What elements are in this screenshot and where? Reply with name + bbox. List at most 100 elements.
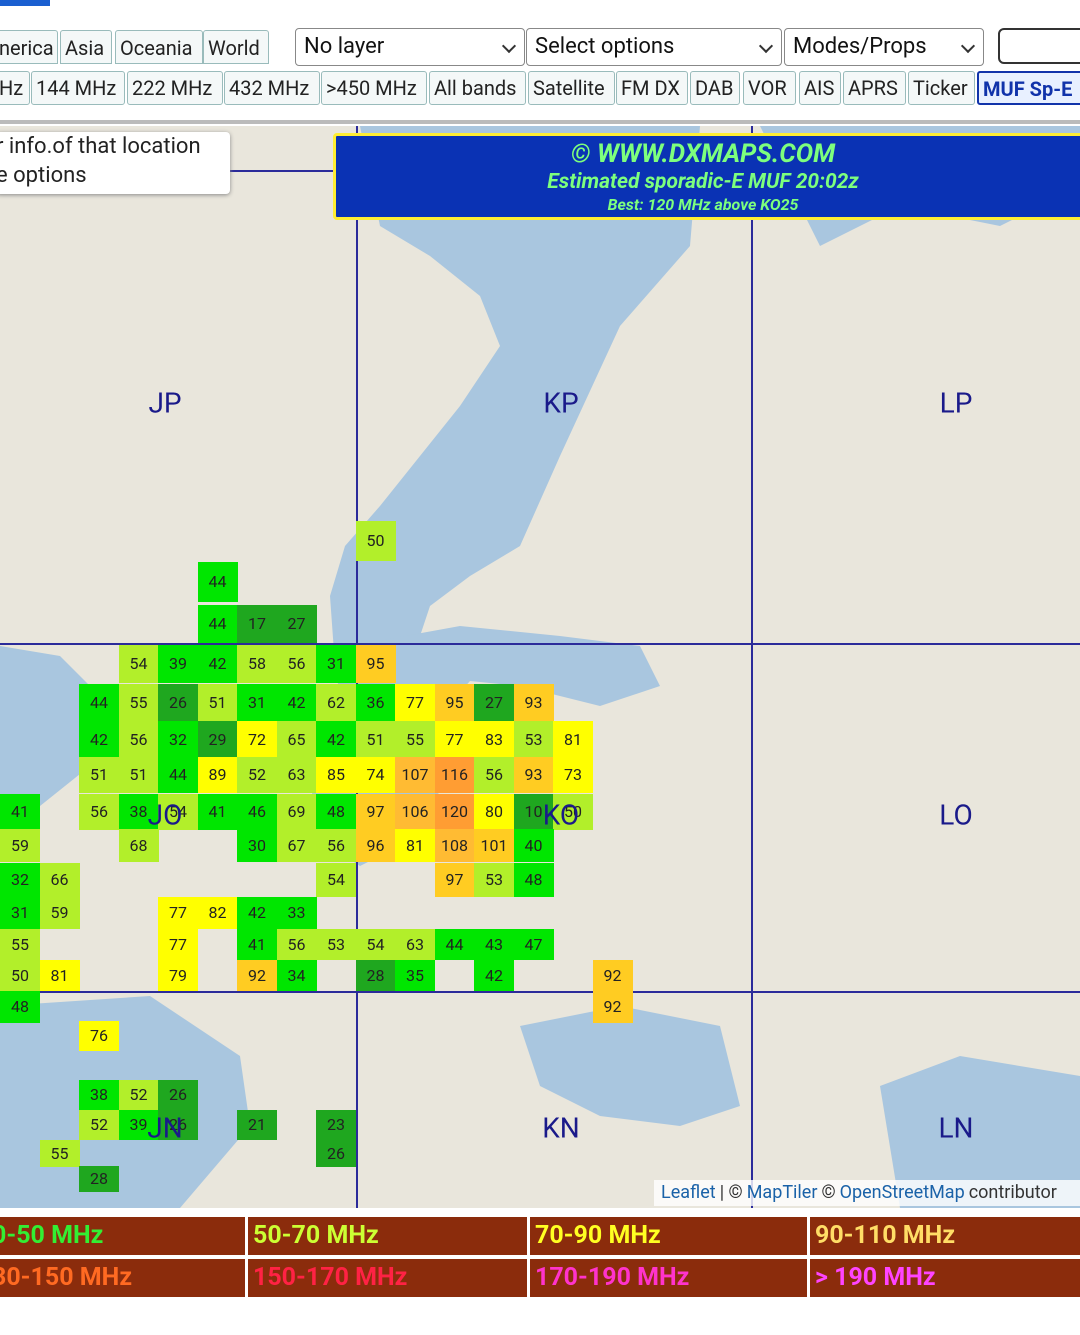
muf-cell[interactable]: 74 [355,757,396,793]
muf-cell[interactable]: 44 [158,757,198,793]
muf-cell[interactable]: 46 [237,794,277,830]
muf-cell[interactable]: 41 [197,794,238,830]
muf-cell[interactable]: 50 [355,521,396,561]
muf-cell[interactable]: 53 [474,863,514,897]
muf-cell[interactable]: 28 [355,959,396,991]
muf-cell[interactable]: 55 [118,683,159,721]
muf-cell[interactable]: 54 [118,645,159,683]
band-tab[interactable]: Ticker [908,71,975,105]
muf-cell[interactable]: 69 [276,794,317,830]
muf-cell[interactable]: 77 [434,720,475,758]
muf-cell[interactable]: 38 [79,1080,119,1110]
muf-cell[interactable]: 42 [197,645,238,683]
muf-cell[interactable]: 95 [434,683,475,721]
muf-cell[interactable]: 73 [553,757,593,793]
select[interactable]: Modes/Props [784,28,984,66]
muf-cell[interactable]: 97 [355,794,396,830]
muf-cell[interactable]: 97 [434,863,475,897]
muf-cell[interactable]: 52 [79,1110,119,1140]
attribution-text[interactable]: MapTiler [746,1182,818,1203]
muf-cell[interactable]: 47 [513,928,554,960]
muf-cell[interactable]: 27 [474,683,514,721]
muf-cell[interactable]: 93 [513,683,554,721]
region-tab[interactable]: nerica [0,30,58,64]
muf-cell[interactable]: 80 [474,794,514,830]
muf-cell[interactable]: 65 [276,720,317,758]
select[interactable]: No layer [295,28,525,66]
muf-cell[interactable]: 77 [158,897,198,929]
muf-cell[interactable]: 79 [158,959,198,991]
band-tab[interactable]: APRS [843,71,906,105]
muf-cell[interactable]: 28 [79,1166,119,1192]
muf-cell[interactable]: 44 [197,605,238,643]
muf-cell[interactable]: 95 [355,645,396,683]
muf-cell[interactable]: 51 [79,757,119,793]
band-tab[interactable]: DAB [690,71,740,105]
muf-cell[interactable]: 81 [395,828,435,862]
muf-cell[interactable]: 62 [316,683,356,721]
muf-cell[interactable]: 76 [79,1021,119,1051]
muf-cell[interactable]: 101 [474,828,514,862]
muf-cell[interactable]: 59 [39,897,80,929]
band-tab[interactable]: 222 MHz [127,71,223,105]
muf-cell[interactable]: 120 [434,794,475,830]
muf-cell[interactable]: 32 [0,863,40,897]
muf-cell[interactable]: 44 [197,562,238,602]
muf-cell[interactable]: 53 [316,928,356,960]
band-tab[interactable]: Hz [0,71,30,105]
muf-cell[interactable]: 35 [395,959,435,991]
muf-cell[interactable]: 23 [316,1110,356,1140]
muf-cell[interactable]: 42 [316,720,356,758]
muf-cell[interactable]: 31 [237,683,277,721]
attribution-text[interactable]: OpenStreetMap [839,1182,965,1203]
muf-cell[interactable]: 116 [434,757,475,793]
muf-cell[interactable]: 44 [79,683,119,721]
region-tab[interactable]: World [203,30,269,64]
muf-cell[interactable]: 92 [592,991,633,1023]
muf-cell[interactable]: 85 [316,757,356,793]
muf-cell[interactable]: 93 [513,757,554,793]
band-tab[interactable]: VOR [743,71,796,105]
muf-cell[interactable]: 54 [316,863,356,897]
muf-cell[interactable]: 51 [355,720,396,758]
muf-cell[interactable]: 77 [395,683,435,721]
muf-cell[interactable]: 31 [0,897,40,929]
muf-cell[interactable]: 26 [158,1110,198,1140]
muf-cell[interactable]: 26 [316,1139,356,1167]
muf-cell[interactable]: 89 [197,757,238,793]
band-tab[interactable]: AIS [799,71,841,105]
muf-cell[interactable]: 56 [276,928,317,960]
muf-cell[interactable]: 42 [474,959,514,991]
muf-cell[interactable]: 29 [197,720,238,758]
muf-cell[interactable]: 42 [237,897,277,929]
muf-cell[interactable]: 27 [276,605,317,643]
muf-cell[interactable]: 68 [118,828,159,862]
band-tab[interactable]: 432 MHz [224,71,320,105]
muf-cell[interactable]: 33 [276,897,317,929]
muf-cell[interactable]: 10 [513,794,554,830]
muf-cell[interactable]: 56 [118,720,159,758]
muf-cell[interactable]: 81 [39,959,80,991]
muf-cell[interactable]: 77 [158,928,198,960]
nav-input[interactable] [998,28,1080,64]
muf-cell[interactable]: 50 [553,794,593,830]
muf-cell[interactable]: 108 [434,828,475,862]
region-tab[interactable]: Oceania [115,30,203,64]
muf-cell[interactable]: 34 [276,959,317,991]
muf-cell[interactable]: 92 [237,959,277,991]
muf-cell[interactable]: 40 [513,828,554,862]
muf-cell[interactable]: 59 [0,828,40,862]
muf-cell[interactable]: 26 [158,1080,198,1110]
muf-cell[interactable]: 52 [237,757,277,793]
muf-cell[interactable]: 55 [0,928,40,960]
muf-cell[interactable]: 32 [158,720,198,758]
muf-cell[interactable]: 48 [316,794,356,830]
muf-cell[interactable]: 38 [118,794,159,830]
muf-cell[interactable]: 42 [79,720,119,758]
muf-cell[interactable]: 106 [395,794,435,830]
muf-cell[interactable]: 92 [592,959,633,991]
muf-cell[interactable]: 21 [237,1110,277,1140]
band-tab[interactable]: FM DX [616,71,688,105]
muf-cell[interactable]: 26 [158,683,198,721]
map[interactable]: 50 44 44 17 27 54 39 42 58 56 31 95 44 55 26 51 31 42 62 36… [0,126,1080,1208]
